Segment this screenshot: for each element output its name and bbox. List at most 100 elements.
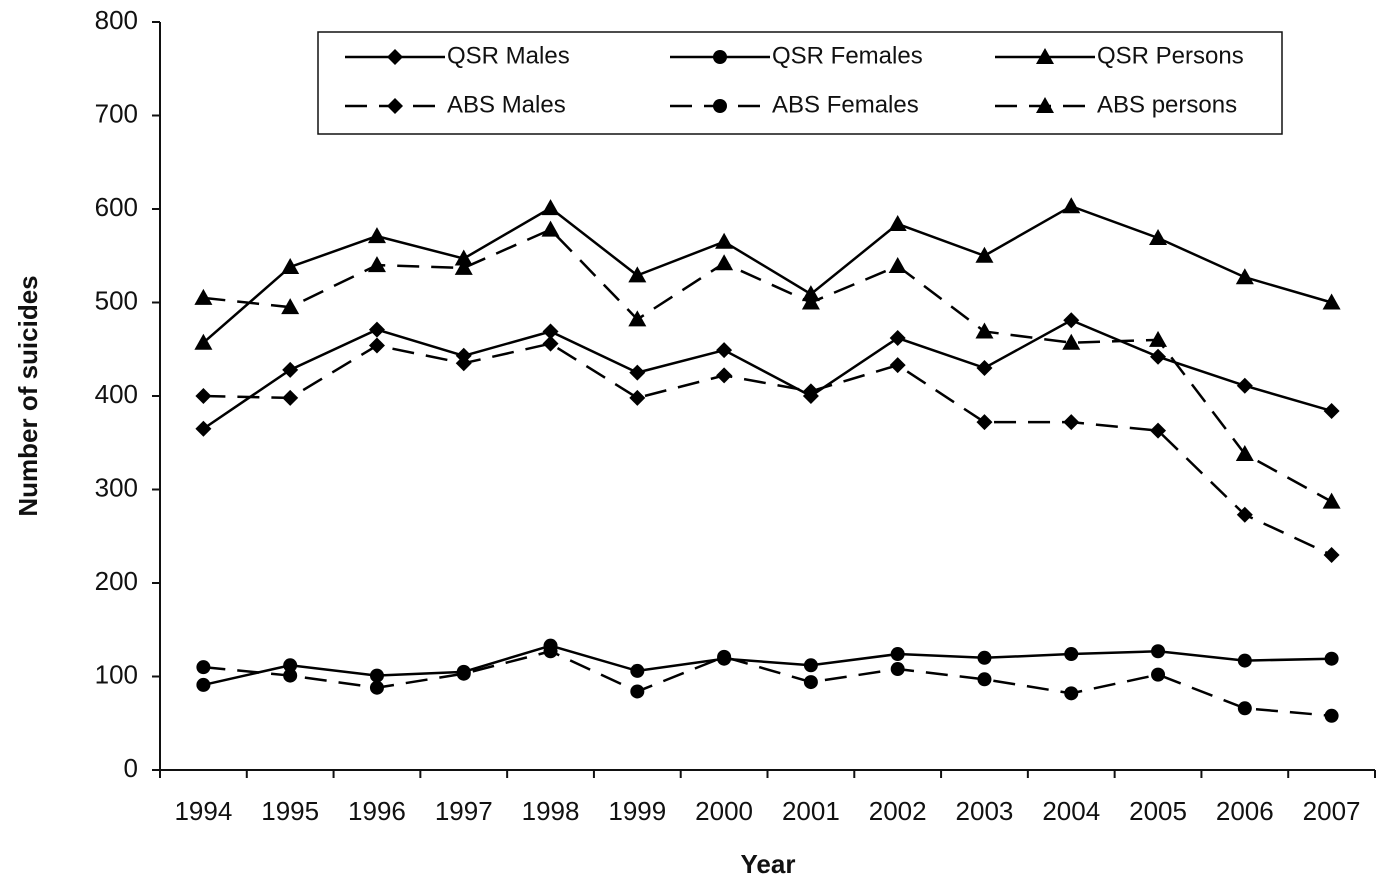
x-tick-label: 2005: [1129, 796, 1187, 826]
marker: [454, 249, 473, 266]
series-line: [203, 649, 1332, 718]
x-tick-label: 1997: [435, 796, 493, 826]
series-line: [203, 342, 1333, 557]
marker: [1237, 653, 1252, 668]
legend-marker: [387, 98, 403, 114]
marker: [628, 266, 647, 283]
x-tick-label: 1996: [348, 796, 406, 826]
x-tick-label: 2000: [695, 796, 753, 826]
marker: [368, 321, 385, 338]
x-tick-label: 1998: [522, 796, 580, 826]
marker: [801, 285, 820, 302]
marker: [1064, 647, 1079, 662]
marker: [283, 668, 298, 683]
x-axis-title: Year: [741, 849, 796, 879]
marker: [1062, 333, 1081, 350]
marker: [1323, 402, 1340, 419]
marker: [367, 227, 386, 244]
marker: [629, 389, 646, 406]
x-tick-label: 2004: [1042, 796, 1100, 826]
marker: [1324, 708, 1339, 723]
marker: [628, 310, 647, 327]
legend-label: ABS Females: [772, 91, 919, 118]
marker: [541, 220, 560, 237]
marker: [802, 383, 819, 400]
marker: [367, 256, 386, 273]
marker: [1237, 701, 1252, 716]
marker: [281, 257, 300, 274]
marker: [542, 323, 559, 340]
marker: [368, 337, 385, 354]
x-tick-label: 1994: [174, 796, 232, 826]
series-line: [202, 318, 1332, 430]
marker: [1149, 228, 1168, 245]
y-tick-label: 100: [95, 659, 138, 689]
marker: [1151, 667, 1166, 682]
marker: [1064, 686, 1079, 701]
marker: [1150, 422, 1167, 439]
marker: [803, 675, 818, 690]
marker: [196, 660, 211, 675]
marker: [1322, 492, 1341, 509]
marker: [717, 649, 732, 664]
marker: [975, 322, 994, 339]
marker: [195, 388, 212, 404]
marker: [455, 355, 472, 372]
legend-marker: [1036, 97, 1054, 113]
y-tick-label: 500: [95, 285, 138, 315]
marker: [1236, 377, 1253, 394]
legend-marker: [1036, 48, 1054, 64]
marker: [1063, 312, 1080, 329]
marker: [975, 246, 994, 263]
marker: [630, 684, 645, 699]
x-tick-label: 2006: [1216, 796, 1274, 826]
legend-label: QSR Females: [772, 42, 923, 69]
marker: [889, 330, 906, 347]
marker: [283, 658, 298, 673]
marker: [890, 647, 905, 662]
legend-label: QSR Males: [447, 42, 570, 69]
y-tick-label: 800: [95, 5, 138, 35]
marker: [888, 257, 907, 274]
marker: [1151, 644, 1166, 659]
y-tick-label: 400: [95, 379, 138, 409]
marker: [1235, 444, 1254, 461]
legend-label: ABS persons: [1097, 91, 1237, 118]
marker: [1324, 651, 1339, 666]
marker: [1236, 506, 1253, 523]
marker: [1235, 268, 1254, 285]
marker: [369, 680, 384, 695]
marker: [888, 214, 907, 231]
marker: [803, 658, 818, 673]
marker: [629, 364, 646, 381]
marker: [369, 668, 384, 683]
marker: [456, 666, 471, 681]
marker: [542, 335, 559, 352]
legend-marker: [387, 49, 403, 65]
legend-label: ABS Males: [447, 91, 566, 118]
marker: [715, 232, 734, 249]
y-tick-label: 0: [124, 753, 138, 783]
x-tick-label: 1995: [261, 796, 319, 826]
marker: [282, 361, 299, 378]
marker: [196, 677, 211, 692]
y-tick-label: 300: [95, 472, 138, 502]
marker: [281, 298, 300, 315]
marker: [977, 672, 992, 687]
marker: [194, 333, 213, 350]
x-tick-label: 2002: [869, 796, 927, 826]
x-tick-label: 2003: [956, 796, 1014, 826]
series-line: [202, 204, 1332, 344]
series-line: [203, 644, 1332, 687]
legend-label: QSR Persons: [1097, 42, 1244, 69]
y-axis-title: Number of suicides: [13, 275, 43, 516]
y-tick-label: 700: [95, 98, 138, 128]
legend-box: [317, 31, 1283, 135]
marker: [1063, 414, 1080, 431]
marker: [976, 414, 993, 431]
marker: [1150, 348, 1167, 365]
x-tick-label: 2001: [782, 796, 840, 826]
y-tick-label: 200: [95, 566, 138, 596]
marker: [716, 342, 733, 359]
